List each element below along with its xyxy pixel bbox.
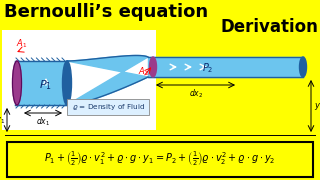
Text: $A_1$: $A_1$ <box>16 38 27 51</box>
Ellipse shape <box>149 57 156 77</box>
Text: $\varrho$ = Density of Fluid: $\varrho$ = Density of Fluid <box>72 102 145 112</box>
Bar <box>15 61 67 105</box>
Text: Derivation: Derivation <box>220 18 318 36</box>
Text: $dx_1$: $dx_1$ <box>36 115 50 127</box>
Text: $P_2$: $P_2$ <box>202 61 214 75</box>
FancyBboxPatch shape <box>7 142 313 177</box>
Polygon shape <box>67 55 148 105</box>
Bar <box>148 57 303 77</box>
Text: $A_2$: $A_2$ <box>138 65 149 78</box>
Ellipse shape <box>12 61 21 105</box>
Text: Bernoulli’s equation: Bernoulli’s equation <box>4 3 208 21</box>
Text: $dx_2$: $dx_2$ <box>189 87 203 100</box>
Text: $y_2$: $y_2$ <box>314 100 320 111</box>
Ellipse shape <box>62 61 71 105</box>
Text: $P_1 + \left(\frac{1}{2}\right)\varrho\cdot v_1^2 + \varrho\cdot g\cdot y_1 = P_: $P_1 + \left(\frac{1}{2}\right)\varrho\c… <box>44 150 276 168</box>
Text: $P_1$: $P_1$ <box>38 78 52 92</box>
Bar <box>2 30 156 130</box>
FancyBboxPatch shape <box>67 99 149 115</box>
Text: $y_1$: $y_1$ <box>0 114 5 125</box>
Ellipse shape <box>300 57 307 77</box>
